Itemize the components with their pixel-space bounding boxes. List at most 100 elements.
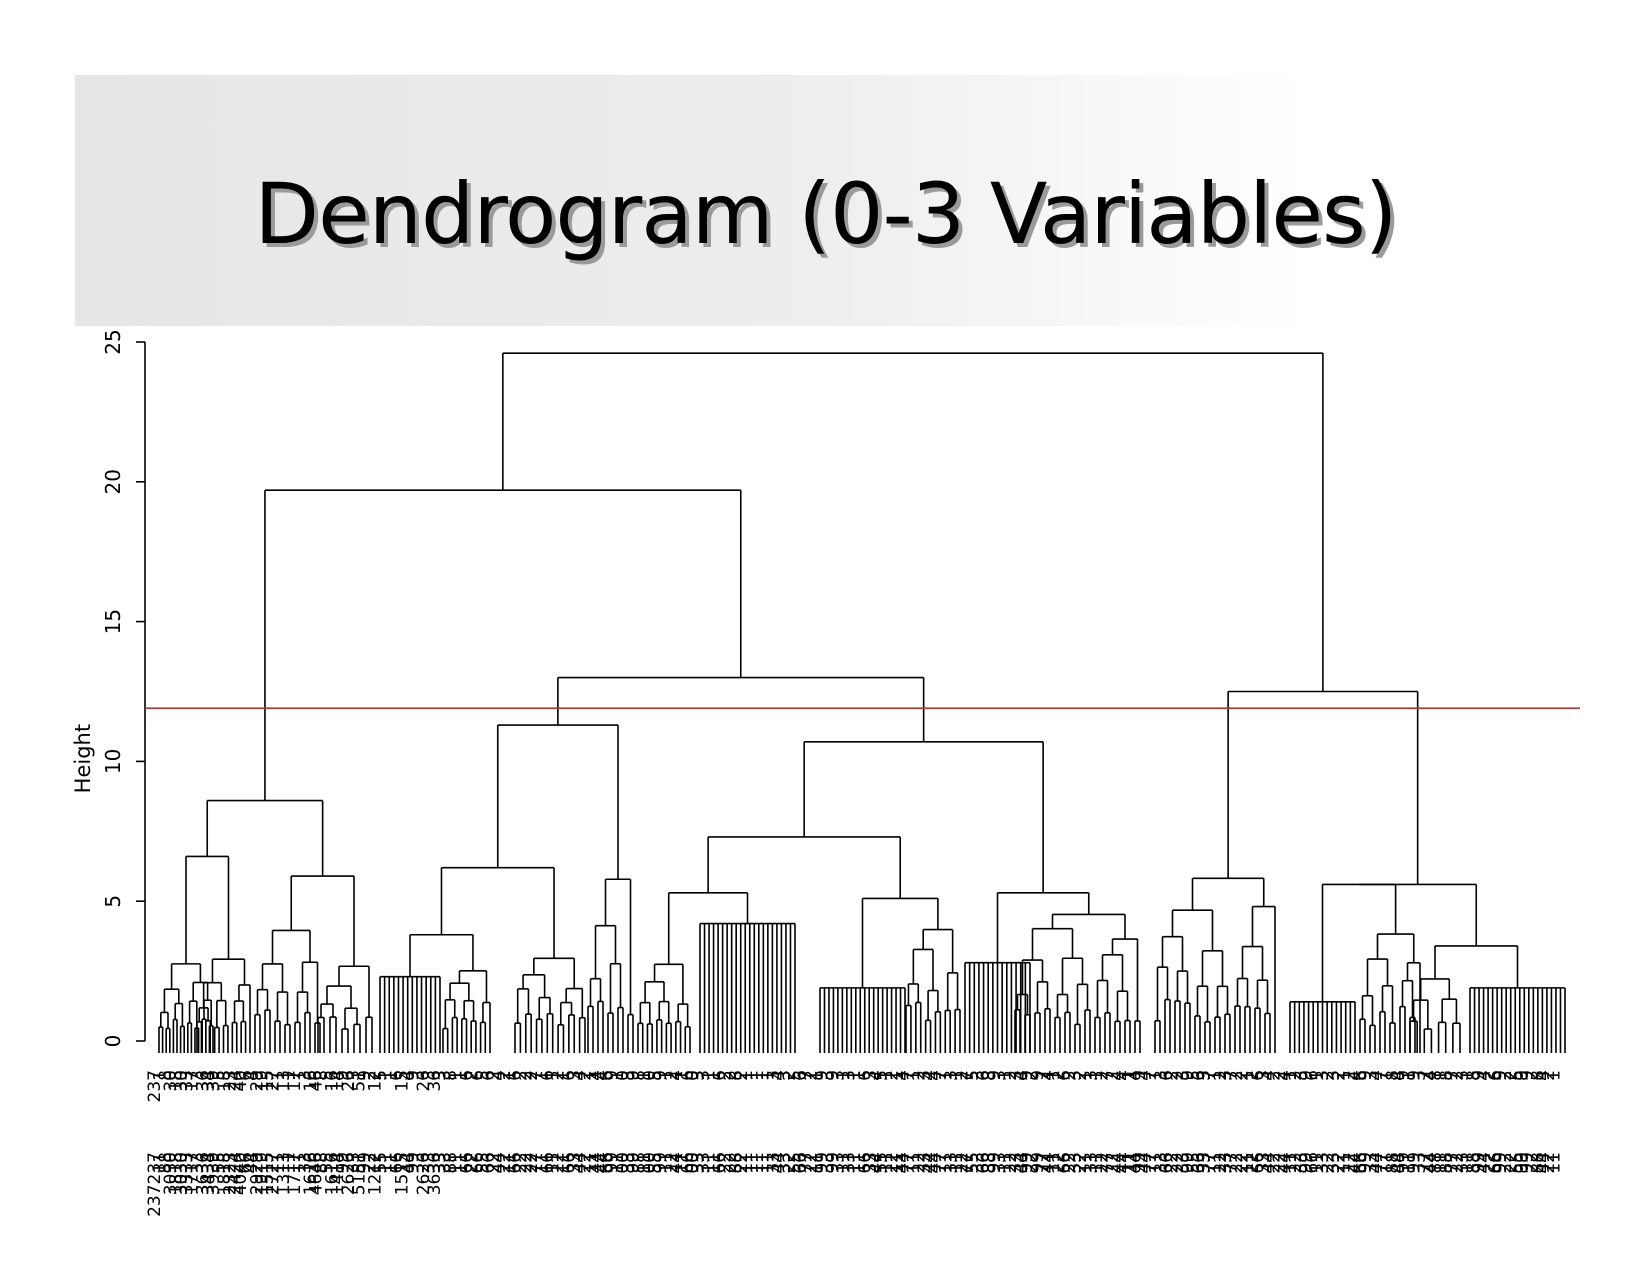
leaf-label: 22 — [1227, 1152, 1247, 1174]
leaf-label: 2 — [1232, 1070, 1252, 1081]
leaf-label: 3 — [829, 1070, 849, 1081]
leaf-label: 11 — [850, 1152, 870, 1174]
leaf-label: 1717 — [285, 1152, 305, 1195]
leaf-label: 55 — [646, 1152, 666, 1174]
leaf-label: 88 — [1437, 1152, 1457, 1174]
leaf-label: 22 — [1211, 1152, 1231, 1174]
leaf-label: 44 — [586, 1152, 606, 1174]
leaf-label: 2 — [1448, 1070, 1468, 1081]
leaf-label: 4 — [1135, 1070, 1155, 1081]
leaf-label: 77 — [1098, 1152, 1118, 1174]
leaf-label: 22 — [1232, 1152, 1252, 1174]
leaf-label: 11 — [1458, 1152, 1478, 1174]
leaf-label: 3 — [1324, 1070, 1344, 1081]
leaf-label: 5 — [473, 1070, 493, 1081]
leaf-label: 88 — [1528, 1152, 1548, 1174]
leaf-label: 1 — [877, 1070, 897, 1081]
leaf-label: 30 — [161, 1070, 181, 1092]
leaf-label: 2626 — [414, 1152, 434, 1195]
leaf-label: 237237 — [145, 1152, 165, 1217]
leaf-label: 2929 — [247, 1152, 267, 1195]
leaf-label: 2 — [1227, 1070, 1247, 1081]
leaf-label: 2 — [516, 1070, 536, 1081]
leaf-label: 1313 — [274, 1152, 294, 1195]
leaf-label: 00 — [613, 1152, 633, 1174]
leaf-label: 11 — [888, 1152, 908, 1174]
leaf-label: 14 — [328, 1070, 348, 1092]
leaf-label: 4 — [1534, 1070, 1554, 1081]
leaf-label: 3 — [1292, 1070, 1312, 1081]
leaf-label: 77 — [1442, 1152, 1462, 1174]
leaf-label: 34 — [199, 1070, 219, 1092]
leaf-label: 44 — [866, 1152, 886, 1174]
leaf-label: 44 — [490, 1152, 510, 1174]
y-tick-label-25: 25 — [101, 329, 125, 354]
leaf-label: 3 — [188, 1070, 208, 1081]
leaf-label: 66 — [1249, 1152, 1269, 1174]
leaf-label: 2 — [511, 1070, 531, 1081]
leaf-label: 9 — [985, 1070, 1005, 1081]
leaf-label: 44 — [893, 1152, 913, 1174]
leaf-label: 11 — [1308, 1152, 1328, 1174]
leaf-label: 99 — [1130, 1152, 1150, 1174]
leaf-label: 3 — [694, 1070, 714, 1081]
leaf-label: 3 — [344, 1070, 364, 1081]
leaf-label: 22 — [1168, 1152, 1188, 1174]
leaf-label: 22 — [662, 1152, 682, 1174]
leaf-label: 11 — [1238, 1152, 1258, 1174]
leaf-label: 3 — [619, 1070, 639, 1081]
leaf-label: 22 — [1539, 1152, 1559, 1174]
leaf-label: 99 — [355, 1152, 375, 1174]
leaf-label: 99 — [1179, 1152, 1199, 1174]
leaf-label: 11 — [1545, 1152, 1565, 1174]
leaf-label: 9 — [823, 1070, 843, 1081]
leaf-label: 99 — [403, 1152, 423, 1174]
leaf-label: 8 — [1464, 1070, 1484, 1081]
leaf-label: 4646 — [306, 1152, 326, 1195]
leaf-label: 22 — [1286, 1152, 1306, 1174]
leaf-label: 1 — [150, 1070, 170, 1081]
leaf-label: 9 — [1394, 1070, 1414, 1081]
leaf-label: 2 — [909, 1070, 929, 1081]
leaf-label: 33 — [420, 1152, 440, 1174]
leaf-label: 39 — [204, 1070, 224, 1092]
leaf-label: 66 — [856, 1152, 876, 1174]
leaf-label: 55 — [210, 1152, 230, 1174]
leaf-label: 1 — [280, 1070, 300, 1081]
leaf-label: 11 — [1146, 1152, 1166, 1174]
leaf-label: 15 — [393, 1070, 413, 1092]
leaf-label: 1 — [1205, 1070, 1225, 1081]
leaf-label: 6 — [237, 1070, 257, 1081]
leaf-label: 44 — [667, 1152, 687, 1174]
leaf-label: 2 — [1265, 1070, 1285, 1081]
leaf-label: 3 — [1453, 1070, 1473, 1081]
leaf-label: 77 — [958, 1152, 978, 1174]
leaf-label: 22 — [511, 1152, 531, 1174]
leaf-label: 44 — [592, 1152, 612, 1174]
leaf-label: 88 — [1464, 1152, 1484, 1174]
leaf-label: 6 — [597, 1070, 617, 1081]
leaf-label: 7 — [899, 1070, 919, 1081]
leaf-label: 22 — [802, 1152, 822, 1174]
leaf-label: 2 — [1211, 1070, 1231, 1081]
leaf-label: 66 — [791, 1152, 811, 1174]
leaf-label: 8 — [629, 1070, 649, 1081]
leaf-label: 1 — [888, 1070, 908, 1081]
leaf-label: 77 — [1033, 1152, 1053, 1174]
leaf-label: 88 — [441, 1152, 461, 1174]
leaf-label: 1919 — [253, 1152, 273, 1195]
leaf-label: 5 — [963, 1070, 983, 1081]
slide-title: Dendrogram (0-3 Variables) — [254, 165, 1397, 263]
leaf-label: 99 — [1405, 1152, 1425, 1174]
leaf-label: 3 — [1254, 1070, 1274, 1081]
leaf-label: 9 — [651, 1070, 671, 1081]
leaf-label: 6 — [1189, 1070, 1209, 1081]
leaf-label: 33 — [1453, 1152, 1473, 1174]
leaf-label: 99 — [624, 1152, 644, 1174]
leaf-label: 5 — [210, 1070, 230, 1081]
leaf-label: 66 — [1302, 1152, 1322, 1174]
leaf-label: 3 — [1313, 1070, 1333, 1081]
leaf-label: 99 — [1491, 1152, 1511, 1174]
leaf-label: 77 — [796, 1152, 816, 1174]
leaf-label: 1 — [1281, 1070, 1301, 1081]
